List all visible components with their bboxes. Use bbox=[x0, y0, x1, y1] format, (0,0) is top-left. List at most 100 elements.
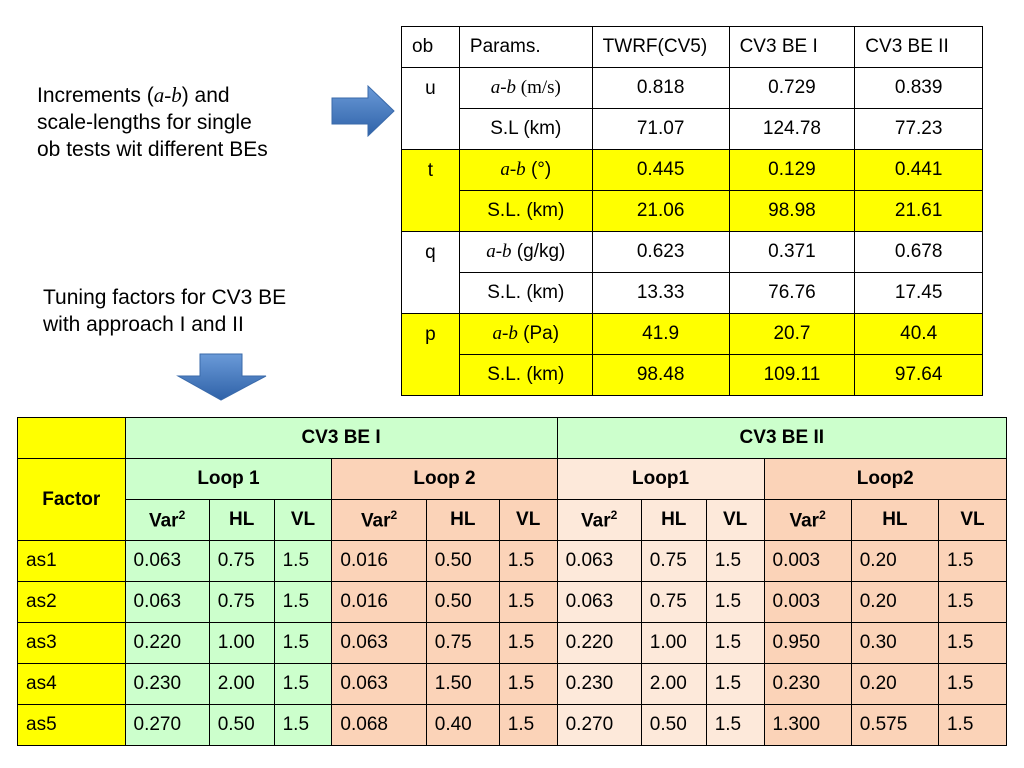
value-cell: 98.98 bbox=[728, 190, 856, 232]
hl-header: HL bbox=[640, 499, 707, 541]
value-cell: 0.068 bbox=[331, 704, 427, 746]
value-cell: 0.75 bbox=[425, 622, 500, 664]
header-be2: CV3 BE II bbox=[854, 26, 983, 68]
value-cell: 0.50 bbox=[425, 540, 500, 582]
value-cell: 0.50 bbox=[208, 704, 275, 746]
value-cell: 0.441 bbox=[854, 149, 983, 191]
value-cell: 0.40 bbox=[425, 704, 500, 746]
value-cell: 0.016 bbox=[331, 581, 427, 623]
vl-header: VL bbox=[273, 499, 333, 541]
value-cell: 0.220 bbox=[124, 622, 210, 664]
value-cell: 21.06 bbox=[591, 190, 730, 232]
param-cell: a-b (Pa) bbox=[458, 313, 593, 355]
value-cell: 0.220 bbox=[556, 622, 642, 664]
table-row: t a-b (°) 0.445 0.129 0.441 bbox=[401, 149, 983, 232]
table-row: as1 0.063 0.75 1.5 0.016 0.50 1.5 0.063 0.75 1.5 0… bbox=[17, 540, 1008, 582]
value-cell: 1.5 bbox=[937, 581, 1008, 623]
factor-header: Factor bbox=[17, 458, 126, 541]
value-cell: 0.75 bbox=[640, 581, 707, 623]
table-row: p a-b (Pa) 41.9 20.7 40.4 bbox=[401, 313, 983, 396]
value-cell: 0.003 bbox=[763, 581, 852, 623]
be2-header: CV3 BE II bbox=[556, 417, 1008, 459]
value-cell: 0.20 bbox=[850, 581, 939, 623]
value-cell: 41.9 bbox=[591, 313, 730, 355]
value-cell: 109.11 bbox=[728, 354, 856, 396]
value-cell: 1.00 bbox=[208, 622, 275, 664]
value-cell: 1.300 bbox=[763, 704, 852, 746]
value-cell: 2.00 bbox=[208, 663, 275, 705]
value-cell: 0.371 bbox=[728, 231, 856, 273]
value-cell: 0.75 bbox=[208, 581, 275, 623]
value-cell: 1.5 bbox=[498, 581, 558, 623]
tuning-line2: with approach I and II bbox=[43, 313, 244, 336]
value-cell: 0.818 bbox=[591, 67, 730, 109]
table-row: u a-b (m/s) 0.818 0.729 0.839 bbox=[401, 67, 983, 150]
value-cell: 71.07 bbox=[591, 108, 730, 150]
value-cell: 1.5 bbox=[273, 540, 333, 582]
value-cell: 1.5 bbox=[273, 581, 333, 623]
param-cell: a-b (m/s) bbox=[458, 67, 593, 109]
increments-table: ob Params. TWRF(CV5) CV3 BE I CV3 BE II … bbox=[401, 26, 983, 396]
value-cell: 40.4 bbox=[854, 313, 983, 355]
loop-header: Loop 2 bbox=[331, 458, 558, 500]
loop-header-row: Factor Loop 1 Loop 2 Loop1 Loop2 bbox=[17, 458, 1007, 541]
header-twrf: TWRF(CV5) bbox=[591, 26, 730, 68]
param-cell: S.L. (km) bbox=[458, 354, 593, 396]
value-cell: 0.230 bbox=[556, 663, 642, 705]
value-cell: 1.5 bbox=[498, 540, 558, 582]
value-cell: 2.00 bbox=[640, 663, 707, 705]
value-cell: 0.230 bbox=[763, 663, 852, 705]
var-header: Var2 bbox=[124, 499, 210, 541]
table-row: as5 0.270 0.50 1.5 0.068 0.40 1.5 0.270 0.50 1.5 1… bbox=[17, 704, 1008, 746]
corner-cell bbox=[17, 417, 126, 459]
table-row: as4 0.230 2.00 1.5 0.063 1.50 1.5 0.230 2.00 1.5 0… bbox=[17, 663, 1008, 705]
value-cell: 98.48 bbox=[591, 354, 730, 396]
vl-header: VL bbox=[498, 499, 558, 541]
value-cell: 0.003 bbox=[763, 540, 852, 582]
value-cell: 1.5 bbox=[705, 622, 765, 664]
value-cell: 1.5 bbox=[705, 581, 765, 623]
value-cell: 21.61 bbox=[854, 190, 983, 232]
value-cell: 0.063 bbox=[331, 622, 427, 664]
value-cell: 1.5 bbox=[273, 622, 333, 664]
table-row: as2 0.063 0.75 1.5 0.016 0.50 1.5 0.063 0.75 1.5 0… bbox=[17, 581, 1008, 623]
value-cell: 0.063 bbox=[556, 581, 642, 623]
param-cell: S.L. (km) bbox=[458, 190, 593, 232]
var-header: Var2 bbox=[331, 499, 427, 541]
increments-note: Increments (a-b) and scale-lengths for s… bbox=[37, 82, 347, 163]
vl-header: VL bbox=[705, 499, 765, 541]
header-params: Params. bbox=[458, 26, 593, 68]
hl-header: HL bbox=[850, 499, 939, 541]
value-cell: 13.33 bbox=[591, 272, 730, 314]
table-row: S.L. (km) 13.33 76.76 17.45 bbox=[401, 272, 983, 314]
value-cell: 1.5 bbox=[273, 704, 333, 746]
value-cell: 20.7 bbox=[728, 313, 856, 355]
ob-label: p bbox=[401, 313, 460, 396]
factor-name: as2 bbox=[17, 581, 126, 623]
value-cell: 0.678 bbox=[854, 231, 983, 273]
value-cell: 0.063 bbox=[124, 581, 210, 623]
value-cell: 1.5 bbox=[498, 704, 558, 746]
increments-line2: scale-lengths for single bbox=[37, 111, 252, 134]
value-cell: 0.575 bbox=[850, 704, 939, 746]
header-ob: ob bbox=[401, 26, 460, 68]
value-cell: 0.50 bbox=[425, 581, 500, 623]
value-cell: 0.016 bbox=[331, 540, 427, 582]
factor-name: as5 bbox=[17, 704, 126, 746]
tuning-factors-table: CV3 BE I CV3 BE II Factor Loop 1 Loop 2 … bbox=[17, 417, 1008, 746]
value-cell: 1.5 bbox=[937, 663, 1008, 705]
increments-text-post: ) and bbox=[181, 84, 230, 107]
value-cell: 1.5 bbox=[937, 540, 1008, 582]
arrow-down-icon bbox=[176, 353, 267, 401]
value-cell: 1.5 bbox=[273, 663, 333, 705]
value-cell: 1.50 bbox=[425, 663, 500, 705]
value-cell: 0.20 bbox=[850, 663, 939, 705]
value-cell: 1.5 bbox=[498, 663, 558, 705]
value-cell: 0.063 bbox=[124, 540, 210, 582]
value-cell: 0.30 bbox=[850, 622, 939, 664]
value-cell: 124.78 bbox=[728, 108, 856, 150]
ob-label: u bbox=[401, 67, 460, 150]
loop-header: Loop 1 bbox=[124, 458, 333, 500]
value-cell: 0.270 bbox=[124, 704, 210, 746]
ob-label: t bbox=[401, 149, 460, 232]
